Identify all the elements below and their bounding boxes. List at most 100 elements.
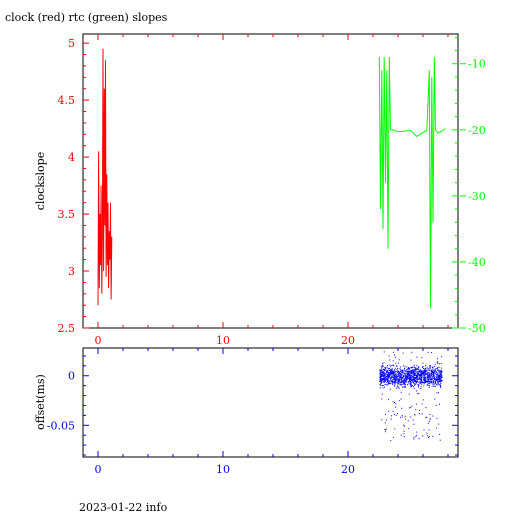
offset-point	[428, 387, 430, 389]
offset-point	[397, 373, 399, 375]
offset-outlier-point	[439, 439, 441, 441]
offset-point	[422, 381, 423, 383]
offset-point	[437, 382, 439, 384]
offset-outlier-point	[418, 392, 420, 394]
offset-outlier-point	[402, 386, 403, 388]
offset-point	[391, 368, 393, 370]
offset-point	[419, 383, 421, 384]
offset-point	[406, 376, 408, 378]
offset-point	[423, 381, 425, 383]
offset-point	[382, 365, 384, 367]
bottom-y-tick-label: 0	[68, 370, 75, 383]
offset-point	[411, 371, 413, 373]
offset-point	[424, 370, 426, 372]
offset-outlier-point	[420, 386, 422, 388]
offset-point	[417, 368, 419, 370]
offset-point	[390, 382, 392, 384]
offset-point	[421, 375, 423, 377]
offset-point	[407, 369, 409, 370]
offset-point	[394, 377, 396, 379]
offset-point	[434, 373, 436, 375]
offset-point	[395, 376, 397, 378]
top-chart: 0 10 20 2.5 3 3.5 4 4.5 5 -50 -40 -30 -20 -10 clocksl…	[34, 33, 486, 347]
offset-point	[404, 378, 406, 380]
offset-point	[419, 381, 421, 383]
offset-outlier-point	[383, 362, 385, 364]
offset-point	[434, 371, 436, 373]
offset-outlier-point	[428, 381, 430, 383]
offset-point	[436, 383, 437, 385]
offset-outlier-point	[381, 398, 383, 400]
offset-outlier-point	[421, 357, 423, 359]
offset-point	[417, 374, 418, 376]
offset-point	[402, 380, 404, 382]
offset-point	[425, 378, 427, 380]
offset-point	[397, 380, 399, 382]
offset-point	[408, 375, 410, 377]
offset-point	[403, 371, 405, 373]
offset-point	[440, 376, 442, 378]
offset-point	[396, 375, 398, 376]
offset-outlier-point	[416, 365, 418, 367]
offset-outlier-point	[388, 355, 390, 357]
offset-point	[400, 369, 401, 371]
offset-point	[401, 377, 403, 379]
offset-outlier-point	[403, 430, 405, 432]
offset-point	[392, 382, 394, 383]
offset-point	[391, 380, 393, 382]
offset-point	[401, 372, 403, 374]
offset-point	[396, 371, 398, 373]
offset-outlier-point	[431, 366, 433, 368]
offset-point	[411, 367, 412, 369]
offset-outlier-point	[389, 359, 391, 361]
offset-point	[407, 371, 409, 373]
offset-point	[398, 383, 400, 385]
top-x-tick-label: 0	[95, 334, 102, 347]
offset-outlier-point	[385, 428, 387, 430]
offset-point	[420, 373, 422, 375]
offset-point	[406, 375, 408, 377]
offset-point	[417, 372, 419, 374]
offset-point	[397, 386, 399, 387]
offset-point	[437, 376, 439, 378]
offset-outlier-point	[417, 393, 419, 395]
offset-outlier-point	[437, 358, 439, 360]
offset-point	[437, 377, 439, 379]
offset-outlier-point	[394, 354, 395, 356]
top-y-tick-label: 2.5	[58, 322, 76, 335]
offset-point	[404, 369, 406, 371]
offset-point	[404, 368, 405, 370]
offset-point	[396, 365, 398, 367]
top-y2-tick-label: -40	[468, 256, 486, 269]
offset-point	[408, 374, 409, 376]
offset-point	[409, 380, 411, 382]
offset-point	[410, 381, 412, 382]
offset-point	[398, 374, 400, 376]
offset-point	[439, 371, 441, 373]
offset-point	[410, 376, 412, 378]
offset-point	[433, 380, 435, 382]
offset-outlier-point	[402, 352, 404, 354]
offset-outlier-point	[395, 403, 397, 405]
top-x-tick-label: 20	[341, 334, 355, 347]
offset-outlier-point	[425, 407, 427, 409]
offset-point	[380, 384, 382, 386]
offset-point	[425, 371, 427, 373]
figure-title: clock (red) rtc (green) slopes	[5, 11, 168, 24]
offset-point	[424, 380, 426, 382]
offset-point	[385, 379, 387, 381]
offset-point	[420, 388, 422, 389]
offset-point	[410, 386, 412, 388]
offset-point	[380, 371, 382, 373]
offset-point	[420, 369, 422, 371]
offset-point	[387, 365, 388, 367]
offset-point	[433, 376, 434, 378]
offset-point	[428, 385, 430, 387]
offset-point	[421, 376, 423, 378]
offset-point	[396, 376, 398, 378]
offset-point	[417, 378, 419, 380]
offset-point	[390, 378, 392, 380]
offset-point	[389, 370, 391, 372]
offset-point	[432, 383, 434, 385]
offset-point	[426, 376, 428, 378]
